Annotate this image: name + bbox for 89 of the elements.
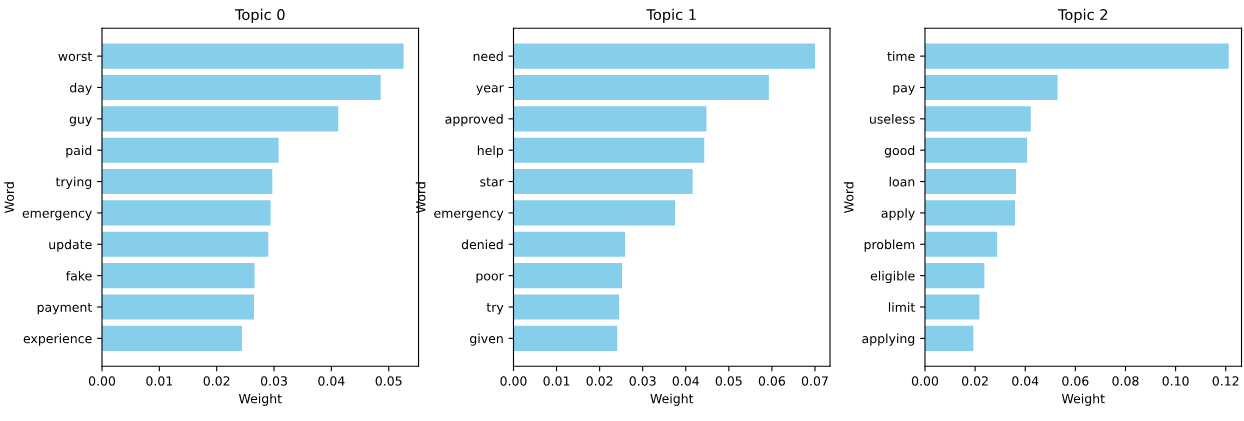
- y-tick-label: eligible: [870, 270, 915, 283]
- bar: [924, 325, 974, 351]
- bar: [102, 169, 273, 195]
- y-tick-label: guy: [69, 116, 92, 127]
- x-tick-label: 0.12: [1212, 376, 1239, 386]
- x-tick-label: 0.06: [1062, 376, 1089, 386]
- x-tick-label: 0.04: [672, 376, 699, 386]
- y-tick-label: limit: [888, 302, 915, 312]
- bar: [513, 263, 623, 289]
- bar: [102, 106, 339, 132]
- x-tick-label: 0.02: [962, 376, 988, 386]
- bar: [513, 106, 707, 132]
- bar: [924, 263, 985, 289]
- bar: [102, 231, 269, 257]
- x-tick-label: 0.00: [88, 376, 116, 386]
- x-tick-label: 0.08: [1112, 376, 1139, 386]
- bar: [513, 200, 675, 226]
- chart-title: Topic 2: [1057, 8, 1108, 23]
- y-tick-label: payment: [37, 302, 92, 315]
- y-tick-label: trying: [55, 176, 92, 189]
- y-tick-label: problem: [864, 239, 915, 252]
- bar: [102, 200, 271, 226]
- bar: [513, 325, 618, 351]
- x-tick-label: 0.02: [203, 376, 230, 386]
- bar: [924, 43, 1229, 69]
- y-tick-label: star: [480, 177, 504, 187]
- y-axis-title: Word: [843, 182, 854, 213]
- bar: [513, 294, 620, 320]
- y-tick-label: poor: [476, 273, 504, 283]
- y-tick-label: try: [486, 302, 504, 315]
- y-tick-label: given: [470, 333, 503, 346]
- chart-title: Topic 1: [646, 8, 696, 23]
- chart-title: Topic 0: [234, 8, 285, 23]
- x-tick-label: 0.00: [500, 376, 527, 386]
- y-tick-label: loan: [889, 176, 915, 187]
- bar: [924, 74, 1058, 101]
- y-tick-label: emergency: [434, 210, 504, 221]
- y-tick-label: good: [884, 145, 915, 158]
- y-axis-title: Word: [4, 182, 15, 213]
- bar: [102, 137, 279, 163]
- y-tick-label: update: [49, 239, 92, 252]
- y-tick-label: worst: [58, 52, 92, 62]
- bar: [924, 106, 1031, 132]
- x-tick-label: 0.04: [318, 376, 345, 386]
- x-tick-label: 0.07: [801, 376, 828, 386]
- bar: [924, 137, 1027, 163]
- bar: [924, 294, 980, 320]
- bar: [102, 325, 242, 351]
- y-tick-label: apply: [881, 208, 915, 221]
- bar: [924, 231, 998, 257]
- x-tick-label: 0.05: [715, 376, 742, 386]
- x-axis-title: Weight: [650, 393, 694, 406]
- bar: [513, 169, 693, 195]
- bar: [102, 263, 255, 289]
- bar: [924, 200, 1015, 226]
- bar: [924, 169, 1016, 195]
- y-tick-label: pay: [893, 85, 915, 95]
- y-tick-label: denied: [461, 239, 503, 250]
- x-tick-label: 0.04: [1012, 376, 1039, 386]
- y-tick-label: useless: [870, 114, 915, 124]
- y-tick-label: need: [473, 51, 503, 62]
- bar: [513, 74, 769, 101]
- x-tick-label: 0.10: [1162, 376, 1189, 386]
- x-tick-label: 0.03: [260, 376, 287, 386]
- y-tick-label: experience: [23, 333, 92, 346]
- x-tick-label: 0.00: [911, 376, 939, 386]
- x-tick-label: 0.01: [543, 376, 570, 386]
- y-tick-label: applying: [862, 333, 915, 346]
- bar: [513, 43, 815, 69]
- y-tick-label: paid: [66, 145, 92, 158]
- bar: [102, 74, 381, 101]
- y-tick-label: time: [887, 51, 915, 62]
- bar: [102, 43, 404, 69]
- bar: [513, 231, 626, 257]
- x-tick-label: 0.01: [146, 376, 173, 386]
- y-tick-label: help: [477, 145, 504, 158]
- x-axis-title: Weight: [238, 393, 282, 406]
- y-tick-label: approved: [445, 114, 503, 127]
- y-tick-label: day: [69, 82, 92, 95]
- x-tick-label: 0.06: [758, 376, 786, 386]
- y-tick-label: year: [476, 85, 504, 95]
- y-tick-label: fake: [66, 270, 92, 281]
- y-tick-label: emergency: [22, 210, 92, 221]
- x-tick-label: 0.02: [586, 376, 613, 386]
- x-tick-label: 0.05: [375, 376, 402, 386]
- bar: [513, 137, 705, 163]
- x-axis-title: Weight: [1061, 393, 1105, 406]
- bar: [102, 294, 254, 320]
- x-tick-label: 0.03: [629, 376, 656, 386]
